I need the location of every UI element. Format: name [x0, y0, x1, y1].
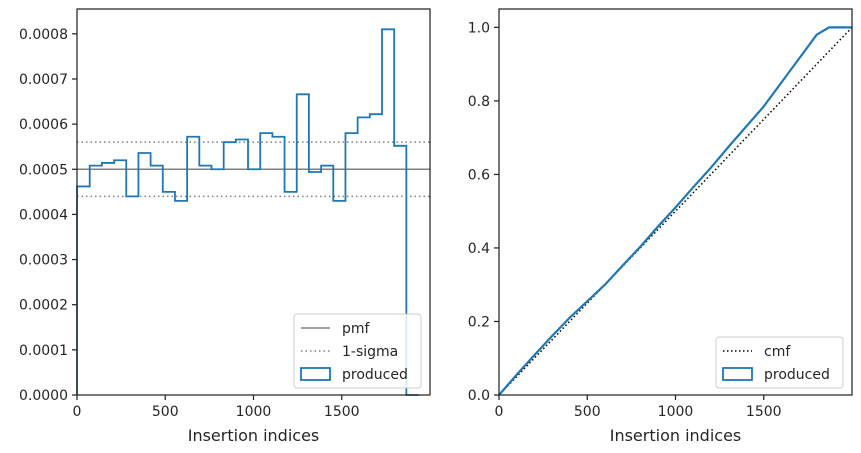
- right-legend: cmf produced: [715, 336, 844, 389]
- left-y-tick-label: 0.0001: [19, 343, 68, 359]
- left-y-tick-label: 0.0000: [19, 388, 68, 404]
- left-x-tick-label: 0: [73, 404, 82, 420]
- produced-histogram-step: [76, 28, 419, 396]
- right-x-axis-label: Insertion indices: [610, 426, 742, 445]
- legend-label: produced: [764, 367, 830, 383]
- left-y-tick-label: 0.0007: [19, 72, 68, 88]
- right-chart-panel: 0 500 1000 1500 0.0 0.2 0.4 0.6 0.8 1.0 Insertion…: [468, 8, 853, 445]
- left-y-tick-label: 0.0003: [19, 253, 68, 269]
- right-x-tick-label: 1500: [746, 404, 782, 420]
- left-axes-frame: [76, 8, 431, 396]
- left-y-tick-label: 0.0005: [19, 162, 68, 178]
- right-x-tick-label: 0: [495, 404, 504, 420]
- left-x-tick-label: 1500: [324, 404, 360, 420]
- left-x-tick-label: 500: [152, 404, 179, 420]
- produced-cumulative-line: [498, 26, 852, 396]
- legend-label: 1-sigma: [342, 344, 398, 360]
- left-x-tick-label: 1000: [236, 404, 272, 420]
- legend-produced-swatch: [722, 367, 753, 381]
- left-y-tick-label: 0.0004: [19, 207, 68, 223]
- right-legend-box: [715, 336, 844, 389]
- right-x-tick-label: 1000: [658, 404, 694, 420]
- left-legend-box: [293, 313, 422, 389]
- legend-produced-swatch: [300, 367, 331, 381]
- legend-label: pmf: [342, 321, 371, 337]
- right-axes-frame: [498, 8, 853, 396]
- left-y-tick-label: 0.0006: [19, 117, 68, 133]
- right-y-tick-label: 0.4: [468, 241, 490, 257]
- legend-label: cmf: [764, 344, 791, 360]
- cmf-line: [498, 26, 853, 396]
- right-y-tick-label: 0.6: [468, 167, 490, 183]
- right-axis-ticks: 0 500 1000 1500 0.0 0.2 0.4 0.6 0.8 1.0: [468, 20, 782, 420]
- left-y-tick-label: 0.0002: [19, 298, 68, 314]
- legend-label: produced: [342, 367, 408, 383]
- right-y-tick-label: 0.8: [468, 94, 490, 110]
- left-plot-marks: [76, 28, 430, 396]
- left-y-tick-label: 0.0008: [19, 27, 68, 43]
- left-axis-ticks: 0 500 1000 1500 0.0000 0.0001 0.0002 0.0003 0.00…: [19, 27, 360, 420]
- left-legend: pmf 1-sigma produced: [293, 313, 422, 389]
- left-x-axis-label: Insertion indices: [188, 426, 320, 445]
- right-x-tick-label: 500: [574, 404, 601, 420]
- right-y-tick-label: 0.0: [468, 388, 490, 404]
- left-chart-panel: 0 500 1000 1500 0.0000 0.0001 0.0002 0.0003 0.00…: [19, 8, 431, 445]
- right-plot-marks: [498, 26, 853, 396]
- right-y-tick-label: 0.2: [468, 314, 490, 330]
- right-y-tick-label: 1.0: [468, 20, 490, 36]
